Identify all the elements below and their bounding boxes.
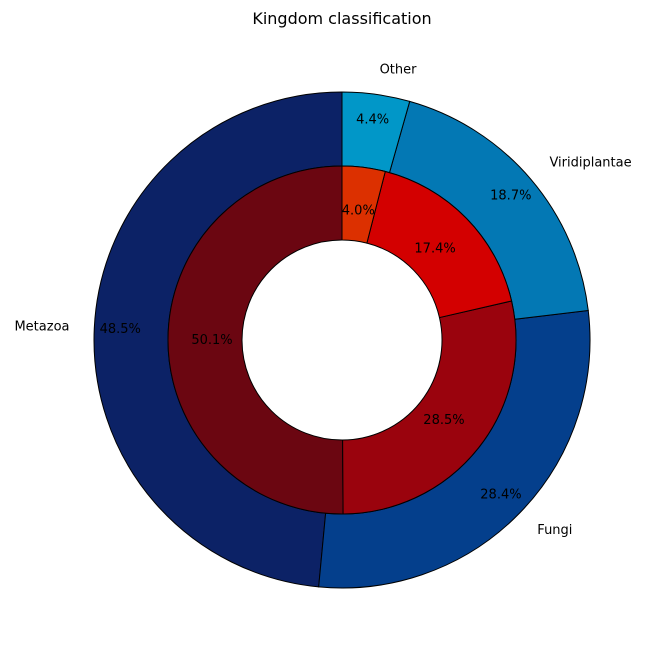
outer-percent-label-metazoa: 48.5% [100, 322, 141, 337]
category-label-fungi: Fungi [537, 523, 572, 538]
category-labels: Metazoa Fungi Viridiplantae Other [14, 62, 631, 538]
chart-title: Kingdom classification [252, 9, 431, 28]
outer-percent-label-other: 4.4% [356, 113, 389, 128]
percent-labels: 48.5% 28.4% 18.7% 4.4% 50.1% 28.5% 17.4% 4.0% [100, 113, 532, 503]
category-label-viridiplantae: Viridiplantae [549, 155, 631, 170]
inner-wedge-fungi [342, 300, 517, 515]
inner-percent-label-other: 4.0% [342, 204, 375, 219]
inner-ring [167, 165, 517, 515]
inner-wedge-metazoa [167, 165, 344, 515]
outer-percent-label-viridiplantae: 18.7% [490, 188, 531, 203]
inner-wedge-other [341, 165, 386, 244]
outer-percent-label-fungi: 28.4% [480, 487, 521, 502]
inner-percent-label-fungi: 28.5% [423, 413, 464, 428]
inner-percent-label-metazoa: 50.1% [191, 333, 232, 348]
category-label-other: Other [380, 62, 418, 77]
category-label-metazoa: Metazoa [14, 320, 69, 335]
inner-percent-label-viridiplantae: 17.4% [414, 242, 455, 257]
